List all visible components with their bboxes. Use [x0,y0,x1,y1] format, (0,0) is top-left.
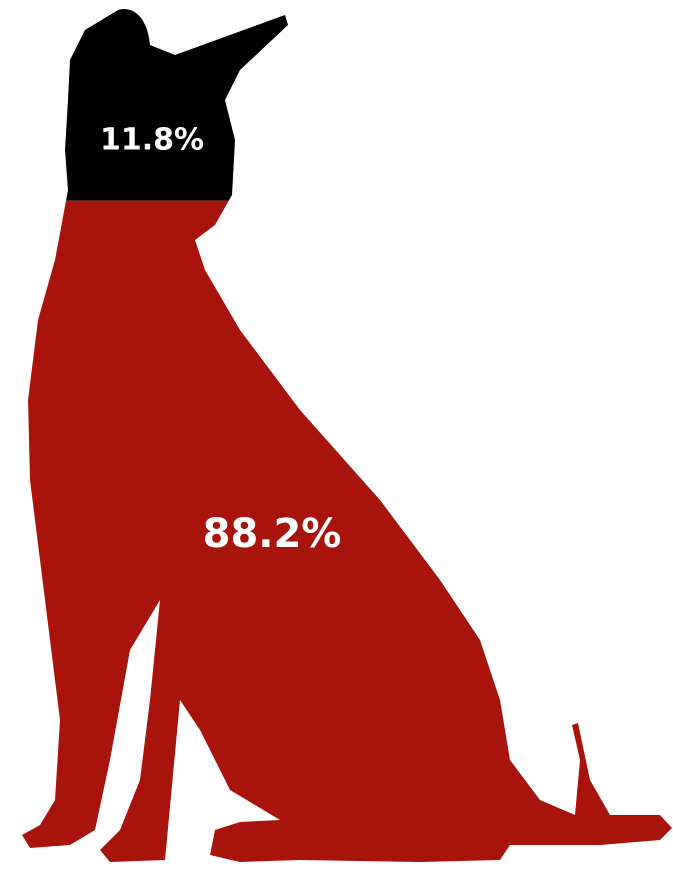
value-label: 88.2% [203,511,342,557]
value-label: 11.8% [100,123,204,158]
fill-segment [22,9,672,201]
